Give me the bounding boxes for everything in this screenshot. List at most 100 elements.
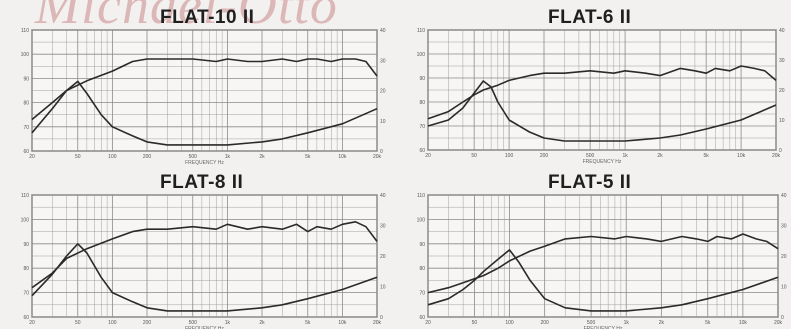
- y-tick-label-left: 110: [21, 28, 29, 34]
- x-tick-label: 5k: [305, 320, 311, 326]
- x-tick-label: 10k: [338, 154, 347, 160]
- x-tick-label: 500: [586, 153, 595, 159]
- x-tick-label: 10k: [739, 320, 748, 326]
- x-axis-label: FREQUENCY Hz: [583, 159, 622, 165]
- x-tick-label: 50: [75, 154, 81, 160]
- y-tick-label-left: 60: [419, 148, 425, 154]
- x-tick-label: 20k: [772, 153, 781, 159]
- chart-flat-8: FLAT-8 II 20 50 100 200 500 1k 2k 5k 10k 20k 60 70 8…: [0, 165, 395, 329]
- y-tick-label-left: 110: [21, 193, 29, 199]
- y-tick-label-right: 30: [779, 58, 785, 64]
- x-axis-label: FREQUENCY Hz: [185, 160, 224, 166]
- y-tick-label-left: 60: [23, 149, 29, 155]
- x-tick-label: 500: [587, 320, 596, 326]
- x-tick-label: 100: [505, 153, 514, 159]
- y-tick-label-left: 70: [419, 291, 425, 297]
- chart-title: FLAT-5 II: [548, 172, 632, 193]
- y-tick-label-left: 90: [23, 76, 29, 82]
- y-tick-label-right: 20: [781, 254, 787, 260]
- x-tick-label: 20k: [373, 320, 382, 326]
- response-curve: [31, 58, 378, 121]
- y-tick-label-right: 40: [380, 193, 386, 199]
- y-tick-label-right: 10: [779, 118, 785, 124]
- x-tick-label: 5k: [704, 153, 710, 159]
- y-tick-label-right: 0: [779, 148, 782, 154]
- x-tick-label: 10k: [737, 153, 746, 159]
- y-tick-label-right: 0: [781, 315, 784, 321]
- x-tick-label: 2k: [659, 320, 665, 326]
- chart-flat-5: FLAT-5 II 20 50 100 20 0 500 1k 2k 5k 10k 20k 60 70 8…: [396, 165, 791, 329]
- x-tick-label: 1k: [622, 153, 628, 159]
- x-tick-label: 1k: [624, 320, 630, 326]
- x-tick-label: 200: [143, 154, 152, 160]
- chart-flat-10: FLAT-10 II 20 50 100 200 500 1k 2k 5k 10k 20k 60 70…: [0, 0, 395, 166]
- y-tick-label-left: 80: [23, 101, 29, 107]
- y-tick-label-left: 80: [419, 266, 425, 272]
- x-axis-label: FREQUENCY Hz: [584, 326, 623, 329]
- x-tick-label: 500: [189, 320, 198, 326]
- impedance-curve: [427, 80, 777, 142]
- y-tick-label-right: 20: [380, 89, 386, 95]
- y-tick-label-right: 40: [781, 193, 787, 199]
- response-curve: [427, 233, 779, 294]
- x-tick-label: 500: [189, 154, 198, 160]
- chart-title: FLAT-10 II: [160, 7, 255, 28]
- y-tick-label-left: 100: [417, 52, 426, 58]
- x-tick-label: 200: [143, 320, 152, 326]
- y-tick-label-right: 20: [380, 254, 386, 260]
- chart-svg: 20 50 100 200 500 1k 2k 5k 10k 20k 60 70 80 90 100 110 0…: [417, 28, 785, 165]
- chart-title: FLAT-8 II: [160, 172, 244, 193]
- x-tick-label: 20: [425, 320, 431, 326]
- x-tick-label: 2k: [259, 320, 265, 326]
- x-tick-label: 1k: [225, 154, 231, 160]
- y-tick-label-left: 80: [419, 100, 425, 106]
- y-tick-label-left: 70: [23, 125, 29, 131]
- y-tick-label-left: 90: [419, 242, 425, 248]
- x-tick-label: 2k: [259, 154, 265, 160]
- x-tick-label: 50: [472, 320, 478, 326]
- chart-flat-6: FLAT-6 II 20 50 100 200 500 1k 2k 5k 10k 20k 60 70 8…: [396, 0, 791, 165]
- y-tick-label-right: 10: [380, 119, 386, 125]
- y-tick-label-left: 90: [23, 242, 29, 248]
- y-tick-label-left: 70: [23, 291, 29, 297]
- x-tick-label: 20: [29, 320, 35, 326]
- chart-svg: 20 50 100 200 500 1k 2k 5k 10k 20k 60 70 80 90 100 110 0…: [21, 193, 386, 329]
- y-tick-label-right: 10: [380, 285, 386, 291]
- chart-svg: 20 50 100 200 500 1k 2k 5k 10k 20k 60 70 80 90 100 110 0…: [21, 28, 386, 166]
- y-tick-label-left: 90: [419, 76, 425, 82]
- y-tick-label-left: 60: [419, 315, 425, 321]
- impedance-curve: [31, 80, 378, 146]
- x-tick-label: 1k: [225, 320, 231, 326]
- chart-svg: 20 50 100 200 500 1k 2k 5k 10k 20k 60 70 80 90 100 110 0…: [417, 193, 787, 329]
- x-tick-label: 20k: [373, 154, 382, 160]
- y-tick-label-left: 60: [23, 315, 29, 321]
- x-tick-label: 200: [540, 153, 549, 159]
- response-curve: [31, 221, 378, 289]
- y-tick-label-right: 30: [380, 58, 386, 64]
- x-tick-label: 100: [505, 320, 514, 326]
- x-tick-label: 20k: [774, 320, 783, 326]
- x-tick-label: 100: [108, 320, 117, 326]
- y-tick-label-right: 40: [779, 28, 785, 34]
- y-tick-label-right: 40: [380, 28, 386, 34]
- x-tick-label: 2k: [657, 153, 663, 159]
- y-tick-label-right: 30: [781, 224, 787, 230]
- x-tick-label: 5k: [705, 320, 711, 326]
- x-tick-label: 10k: [338, 320, 347, 326]
- y-tick-label-left: 100: [21, 52, 30, 58]
- x-tick-label: 5k: [305, 154, 311, 160]
- y-tick-label-right: 10: [781, 285, 787, 291]
- y-tick-label-right: 20: [779, 88, 785, 94]
- y-tick-label-left: 110: [417, 28, 425, 34]
- x-tick-label: 50: [75, 320, 81, 326]
- x-tick-label: 50: [471, 153, 477, 159]
- y-tick-label-left: 110: [417, 193, 425, 199]
- y-tick-label-right: 30: [380, 224, 386, 230]
- y-tick-label-left: 70: [419, 124, 425, 130]
- x-tick-label: 20: [29, 154, 35, 160]
- y-tick-label-left: 100: [417, 217, 426, 223]
- x-axis-label: FREQUENCY Hz: [185, 326, 224, 329]
- y-tick-label-right: 0: [380, 315, 383, 321]
- x-tick-label: 100: [108, 154, 117, 160]
- y-tick-label-left: 100: [21, 217, 30, 223]
